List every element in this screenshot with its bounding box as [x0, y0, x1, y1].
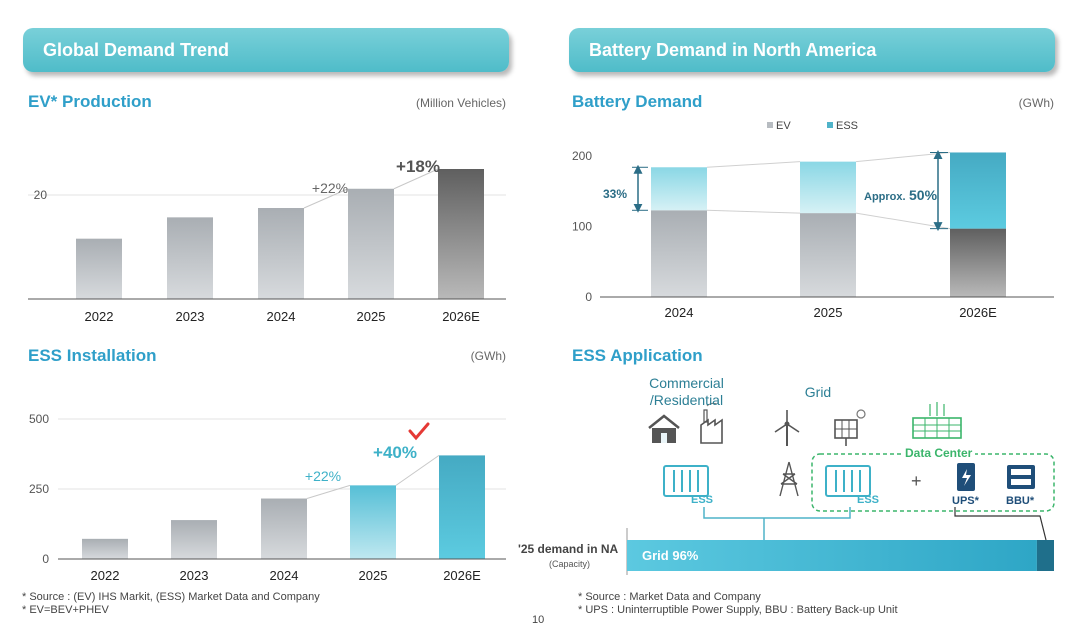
ev-bar — [438, 169, 484, 299]
ess-y-tick: 500 — [29, 412, 49, 426]
commercial-residential-label: Commercial /Residential — [649, 375, 724, 408]
battery-x-tick: 2025 — [814, 305, 843, 320]
check-icon — [408, 422, 430, 441]
left-section-banner: Global Demand Trend — [23, 28, 509, 72]
battery-50-label: 50% — [909, 187, 938, 203]
ev-growth-line — [303, 188, 349, 209]
battery-approx-label: Approx. — [864, 191, 906, 203]
transmission-tower-icon — [779, 461, 799, 497]
bbu-label: BBU* — [1006, 495, 1035, 507]
ev-bar — [76, 238, 122, 299]
ess-x-tick: 2022 — [91, 568, 120, 583]
grid-label: Grid — [804, 384, 832, 400]
ess-growth-40-label: +40% — [373, 443, 417, 462]
ev-bar — [348, 188, 394, 299]
battery-ev-connector — [855, 212, 951, 230]
ev-x-tick: 2025 — [357, 309, 386, 324]
grid-share-label: Grid 96% — [642, 548, 699, 563]
ess-label-commercial: ESS — [691, 494, 714, 506]
ev-growth-18-label: +18% — [396, 157, 440, 176]
ess-bar — [82, 538, 128, 559]
battery-y-tick: 100 — [572, 220, 592, 234]
ess-growth-line — [306, 484, 351, 499]
data-center-share-bar — [1036, 540, 1054, 571]
ess-container-icon — [663, 465, 709, 497]
battery-ess-bar — [950, 152, 1006, 229]
battery-ess-bar — [651, 167, 707, 211]
page-number: 10 — [532, 614, 545, 626]
ev-y-tick: 20 — [34, 188, 48, 202]
ev-growth-line — [393, 168, 439, 190]
demand-label: '25 demand in NA — [518, 542, 619, 556]
ev-x-tick: 2024 — [267, 309, 296, 324]
ess-bar — [350, 485, 396, 559]
ev-x-tick: 2026E — [442, 309, 480, 324]
ess-bar — [439, 455, 485, 559]
ess-application-title: ESS Application — [572, 346, 703, 365]
battery-y-tick: 200 — [572, 149, 592, 163]
battery-total-connector — [706, 161, 801, 168]
capacity-label: (Capacity) — [549, 559, 591, 569]
battery-ev-bar — [950, 228, 1006, 297]
bbu-icon — [1007, 465, 1035, 489]
ess-bar — [171, 520, 217, 559]
ess-label-grid: ESS — [857, 494, 880, 506]
right-ups-note: * UPS : Uninterruptible Power Supply, BB… — [578, 604, 898, 616]
data-center-label: Data Center — [902, 446, 976, 460]
battery-33-label: 33% — [603, 187, 627, 201]
ev-production-title: EV* Production — [28, 92, 152, 111]
ev-production-unit: (Million Vehicles) — [415, 96, 506, 110]
left-banner-title: Global Demand Trend — [43, 39, 230, 60]
left-source-note: * Source : (EV) IHS Markit, (ESS) Market… — [22, 591, 320, 603]
battery-x-tick: 2024 — [665, 305, 694, 320]
ess-y-tick: 250 — [29, 482, 49, 496]
ess-x-tick: 2023 — [180, 568, 209, 583]
battery-ess-bar — [800, 161, 856, 214]
right-source-note: * Source : Market Data and Company — [578, 591, 761, 603]
ess-container-icon — [825, 465, 871, 497]
legend-ess-label: ESS — [836, 120, 858, 132]
ess-x-tick: 2025 — [359, 568, 388, 583]
ess-x-tick: 2026E — [443, 568, 481, 583]
data-center-building-icon — [912, 402, 962, 439]
grid-share-bar — [627, 540, 1037, 571]
battery-x-tick: 2026E — [959, 305, 997, 320]
legend-ev-label: EV — [776, 120, 791, 132]
ups-label: UPS* — [952, 495, 979, 507]
battery-ev-connector — [706, 209, 801, 214]
ess-growth-line — [395, 454, 440, 486]
plus-sign: + — [911, 471, 922, 491]
battery-total-connector — [855, 151, 951, 163]
legend-ess-swatch — [827, 122, 833, 128]
ev-bar — [258, 208, 304, 299]
house-icon — [648, 414, 680, 443]
left-ev-note: * EV=BEV+PHEV — [22, 604, 109, 616]
battery-ev-bar — [800, 213, 856, 297]
solar-panel-icon — [834, 409, 866, 446]
ess-x-tick: 2024 — [270, 568, 299, 583]
legend-ev-swatch — [767, 122, 773, 128]
right-section-banner: Battery Demand in North America — [569, 28, 1055, 72]
right-banner-title: Battery Demand in North America — [589, 39, 877, 60]
wind-turbine-icon — [774, 410, 800, 446]
ess-y-tick: 0 — [42, 552, 49, 566]
ess-bar — [261, 498, 307, 559]
ev-bar — [167, 217, 213, 299]
battery-demand-unit: (GWh) — [1018, 96, 1054, 110]
battery-ev-bar — [651, 210, 707, 297]
battery-demand-title: Battery Demand — [572, 92, 703, 111]
ess-application-graphic — [626, 402, 1055, 575]
factory-icon — [700, 402, 723, 444]
ess-growth-22-label: +22% — [305, 468, 341, 484]
ev-x-tick: 2023 — [176, 309, 205, 324]
ess-installation-title: ESS Installation — [28, 346, 157, 365]
ess-installation-unit: (GWh) — [470, 349, 506, 363]
ev-growth-22-label: +22% — [312, 180, 348, 196]
ups-icon — [957, 463, 975, 491]
battery-y-tick: 0 — [585, 290, 592, 304]
ev-x-tick: 2022 — [85, 309, 114, 324]
